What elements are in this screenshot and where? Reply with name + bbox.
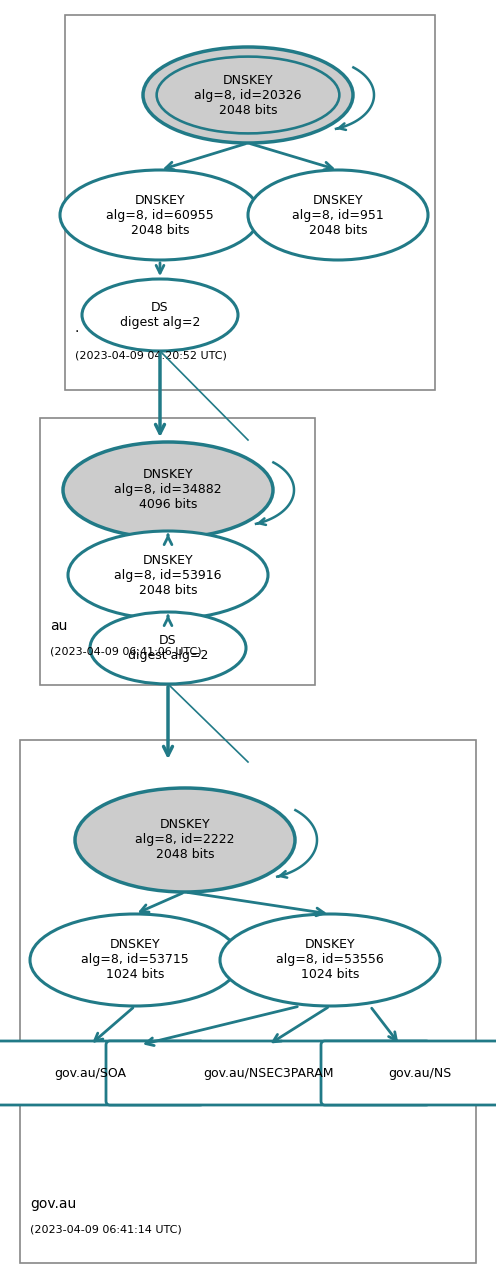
Ellipse shape bbox=[60, 170, 260, 259]
Text: DNSKEY
alg=8, id=20326
2048 bits: DNSKEY alg=8, id=20326 2048 bits bbox=[194, 74, 302, 116]
Text: DNSKEY
alg=8, id=2222
2048 bits: DNSKEY alg=8, id=2222 2048 bits bbox=[135, 818, 235, 861]
Text: DS
digest alg=2: DS digest alg=2 bbox=[120, 302, 200, 328]
FancyBboxPatch shape bbox=[321, 1042, 496, 1105]
Ellipse shape bbox=[75, 789, 295, 892]
Text: DNSKEY
alg=8, id=53916
2048 bits: DNSKEY alg=8, id=53916 2048 bits bbox=[114, 553, 222, 597]
Text: DNSKEY
alg=8, id=951
2048 bits: DNSKEY alg=8, id=951 2048 bits bbox=[292, 193, 384, 236]
Text: gov.au: gov.au bbox=[30, 1197, 76, 1212]
Bar bbox=[65, 15, 435, 390]
Ellipse shape bbox=[63, 442, 273, 538]
Text: DNSKEY
alg=8, id=60955
2048 bits: DNSKEY alg=8, id=60955 2048 bits bbox=[106, 193, 214, 236]
Text: au: au bbox=[50, 619, 67, 633]
Text: (2023-04-09 06:41:06 UTC): (2023-04-09 06:41:06 UTC) bbox=[50, 647, 202, 657]
Text: DNSKEY
alg=8, id=53556
1024 bits: DNSKEY alg=8, id=53556 1024 bits bbox=[276, 938, 384, 982]
Text: gov.au/NSEC3PARAM: gov.au/NSEC3PARAM bbox=[203, 1067, 333, 1080]
FancyBboxPatch shape bbox=[106, 1042, 430, 1105]
Ellipse shape bbox=[143, 47, 353, 143]
Ellipse shape bbox=[248, 170, 428, 259]
Text: gov.au/NS: gov.au/NS bbox=[388, 1067, 452, 1080]
Ellipse shape bbox=[82, 279, 238, 351]
FancyBboxPatch shape bbox=[0, 1042, 204, 1105]
Text: DS
digest alg=2: DS digest alg=2 bbox=[128, 634, 208, 662]
Text: DNSKEY
alg=8, id=53715
1024 bits: DNSKEY alg=8, id=53715 1024 bits bbox=[81, 938, 189, 982]
Ellipse shape bbox=[90, 612, 246, 684]
Text: (2023-04-09 06:41:14 UTC): (2023-04-09 06:41:14 UTC) bbox=[30, 1226, 182, 1235]
Ellipse shape bbox=[30, 914, 240, 1006]
Text: .: . bbox=[75, 321, 79, 335]
Ellipse shape bbox=[220, 914, 440, 1006]
Text: (2023-04-09 04:20:52 UTC): (2023-04-09 04:20:52 UTC) bbox=[75, 350, 227, 360]
Text: DNSKEY
alg=8, id=34882
4096 bits: DNSKEY alg=8, id=34882 4096 bits bbox=[114, 469, 222, 511]
Ellipse shape bbox=[68, 530, 268, 619]
Bar bbox=[20, 740, 476, 1263]
Bar bbox=[40, 418, 315, 685]
Text: gov.au/SOA: gov.au/SOA bbox=[54, 1067, 126, 1080]
